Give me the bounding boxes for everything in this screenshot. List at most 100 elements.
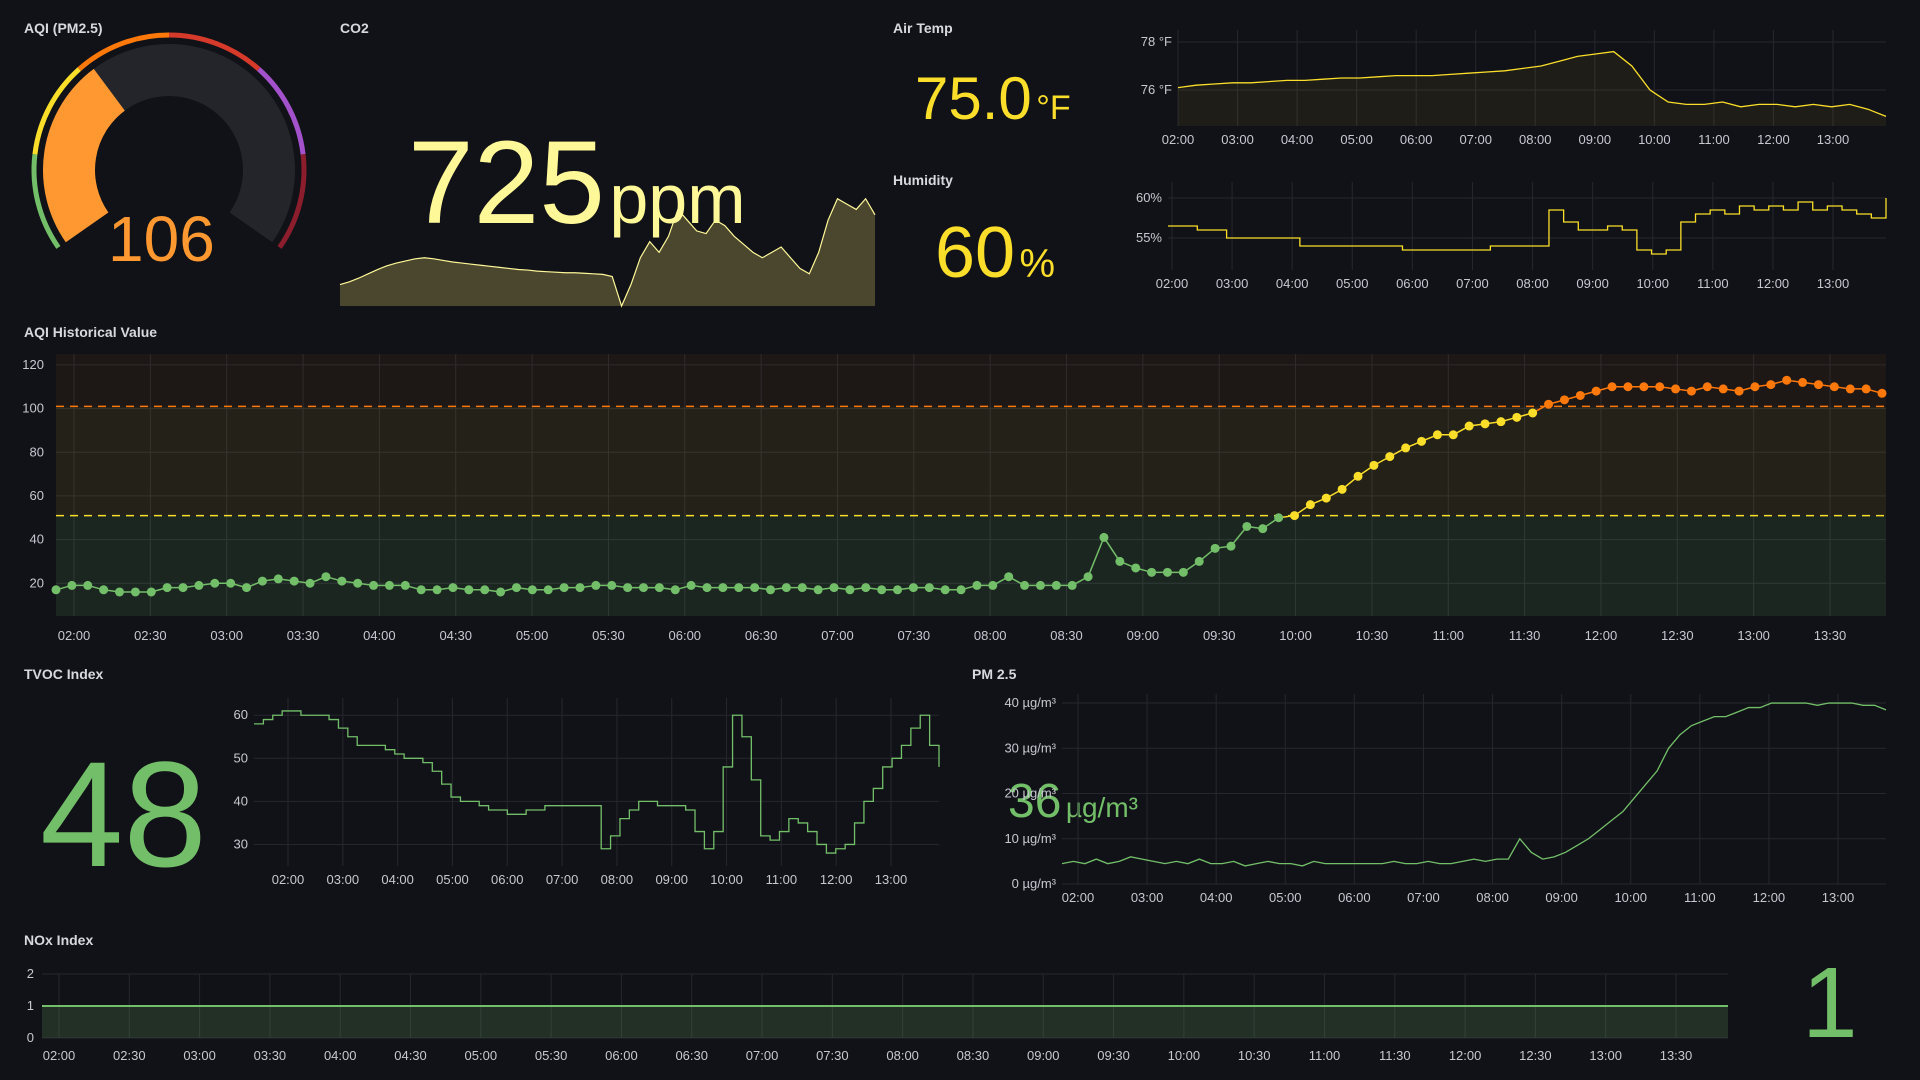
co2-panel: CO2 725 ppm: [339, 20, 880, 310]
x-tick-label: 06:00: [1338, 890, 1371, 905]
data-point: [51, 585, 61, 595]
y-tick-label: 40 µg/m³: [1004, 695, 1056, 710]
x-tick-label: 10:00: [710, 872, 743, 887]
x-tick-label: 10:30: [1238, 1048, 1271, 1063]
x-tick-label: 06:00: [1396, 276, 1429, 291]
data-point: [1369, 460, 1379, 470]
x-tick-label: 13:00: [1589, 1048, 1622, 1063]
x-tick-label: 12:30: [1661, 628, 1694, 643]
data-point: [1337, 484, 1347, 494]
x-tick-label: 07:00: [1456, 276, 1489, 291]
aqi-gauge-panel: AQI (PM2.5) 106: [24, 20, 324, 280]
y-tick-label: 0: [27, 1030, 34, 1045]
humidity-number: 60: [935, 213, 1016, 293]
data-point: [1147, 567, 1157, 577]
data-point: [1067, 580, 1077, 590]
x-tick-label: 11:00: [1698, 132, 1730, 147]
humidity-chart-panel: 60% 55% 02:00 03:00 04:00 05:00 06:00 07:00 08:0…: [1120, 180, 1900, 310]
x-tick-label: 02:30: [134, 628, 167, 643]
x-tick-label: 11:00: [1697, 276, 1729, 291]
data-point: [1512, 412, 1522, 422]
x-tick-label: 05:00: [1269, 890, 1302, 905]
panel-title: Humidity: [893, 172, 953, 188]
data-point: [623, 583, 633, 593]
co2-sparkline-line: [339, 197, 876, 308]
data-point: [369, 580, 379, 590]
y-tick-label: 76 °F: [1141, 82, 1172, 97]
data-point: [178, 583, 188, 593]
y-tick-label: 20 µg/m³: [1004, 786, 1056, 801]
data-point: [464, 585, 474, 595]
y-tick-label: 80: [30, 444, 44, 459]
x-tick-label: 09:00: [1127, 628, 1160, 643]
data-point: [242, 583, 252, 593]
data-point: [83, 580, 93, 590]
x-tick-label: 03:00: [327, 872, 360, 887]
data-point: [1210, 543, 1220, 553]
x-tick-label: 08:00: [886, 1048, 919, 1063]
panel-title: NOx Index: [24, 932, 94, 948]
x-tick-label: 13:00: [1817, 132, 1850, 147]
data-point: [527, 585, 537, 595]
data-point: [1750, 382, 1760, 392]
x-tick-label: 07:30: [816, 1048, 849, 1063]
x-tick-label: 08:00: [1476, 890, 1509, 905]
y-tick-label: 60: [234, 707, 248, 722]
aqi-gauge: [31, 32, 307, 249]
data-point: [99, 585, 109, 595]
gauge-threshold-band: [31, 154, 61, 249]
data-point: [1020, 580, 1030, 590]
temp-chart-panel: 78 °F 76 °F 02:00 03:00 04:00 05:00 06:00 07:00…: [1120, 16, 1900, 156]
x-tick-label: 06:00: [669, 628, 702, 643]
x-tick-label: 12:00: [820, 872, 853, 887]
gauge-threshold-band: [32, 67, 81, 155]
data-point: [1559, 395, 1569, 405]
data-point: [353, 578, 363, 588]
data-point: [67, 580, 77, 590]
y-tick-label: 55%: [1136, 230, 1162, 245]
x-tick-label: 06:30: [745, 628, 778, 643]
data-point: [416, 585, 426, 595]
series-line: [1168, 198, 1887, 255]
tvoc-chart: 60 50 40 30 02:00 03:00 04:00 05:00 06:00 07:00 08…: [234, 698, 940, 887]
data-point: [1829, 382, 1839, 392]
y-tick-label: 40: [30, 532, 44, 547]
x-tick-label: 03:00: [210, 628, 243, 643]
x-tick-label: 08:30: [957, 1048, 990, 1063]
x-tick-label: 06:00: [1400, 132, 1433, 147]
data-point: [861, 583, 871, 593]
data-point: [1496, 417, 1506, 427]
data-point: [559, 583, 569, 593]
data-point: [1464, 421, 1474, 431]
humidity-unit: %: [1019, 242, 1056, 286]
x-tick-label: 07:30: [898, 628, 931, 643]
tvoc-panel: TVOC Index 48 60 50 40 30 02:00 03:00 04:00 05:…: [24, 666, 944, 916]
x-tick-label: 08:00: [1516, 276, 1549, 291]
data-point: [988, 580, 998, 590]
y-tick-label: 30: [234, 836, 248, 851]
data-point: [1623, 382, 1633, 392]
data-point: [337, 576, 347, 586]
pm25-panel: PM 2.5 36 µg/m³ 40 µg/m³ 30 µg/m³ 20 µg/m³…: [972, 666, 1896, 916]
gauge-threshold-band: [277, 154, 307, 249]
data-point: [1639, 382, 1649, 392]
x-tick-label: 02:00: [272, 872, 305, 887]
data-point: [1004, 572, 1014, 582]
y-tick-label: 20: [30, 575, 44, 590]
air-temp-panel: Air Temp 75.0 °F: [893, 20, 1093, 140]
data-point: [956, 585, 966, 595]
x-tick-label: 07:00: [1459, 132, 1492, 147]
nox-panel: NOx Index 2 1 0 02:00 02:30 03:00 03:30 04:00 04…: [24, 932, 1896, 1072]
data-point: [766, 585, 776, 595]
data-point: [257, 576, 267, 586]
y-tick-label: 60: [30, 488, 44, 503]
x-tick-label: 03:30: [254, 1048, 287, 1063]
y-tick-label: 100: [22, 401, 44, 416]
x-tick-label: 13:00: [875, 872, 908, 887]
data-point: [1861, 384, 1871, 394]
data-point: [1353, 471, 1363, 481]
data-point: [194, 580, 204, 590]
x-tick-label: 02:00: [43, 1048, 76, 1063]
x-tick-label: 07:00: [546, 872, 579, 887]
panel-title: AQI (PM2.5): [24, 20, 103, 36]
